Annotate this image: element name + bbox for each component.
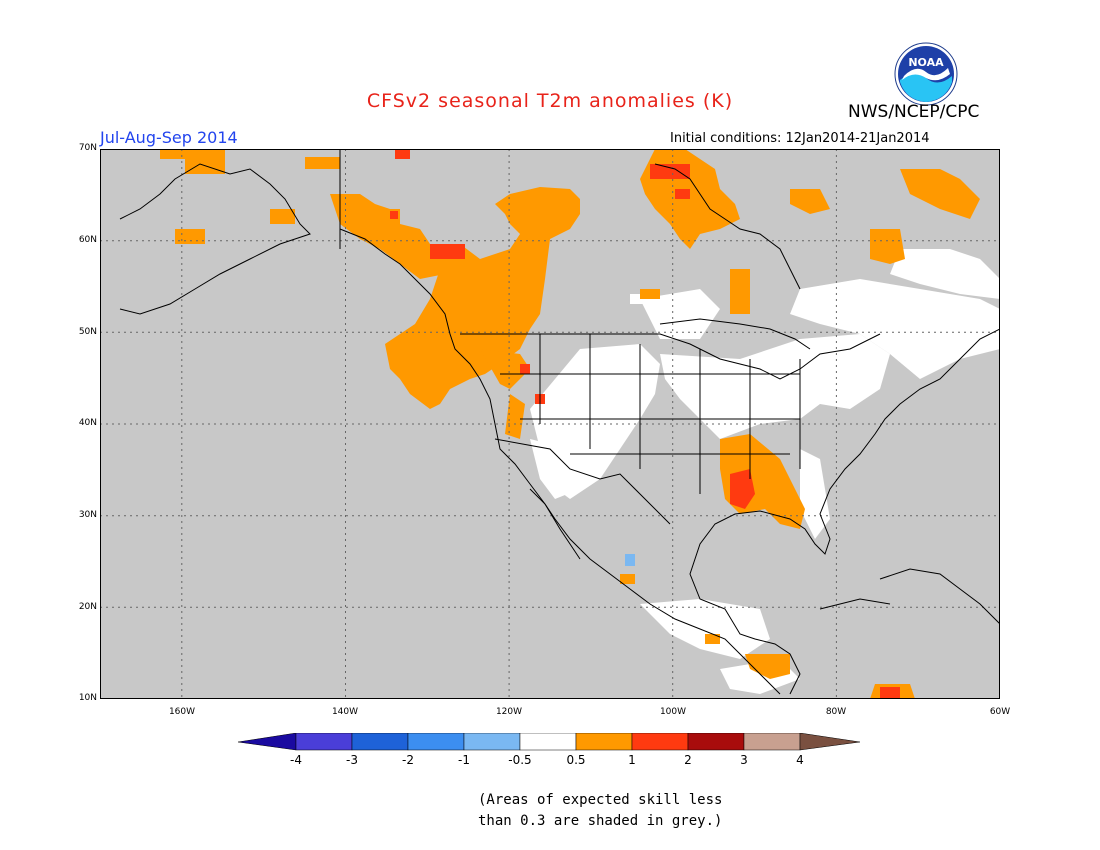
colorbar-label: 1: [628, 753, 636, 767]
chart-title: CFSv2 seasonal T2m anomalies (K): [366, 90, 734, 112]
svg-text:NOAA: NOAA: [908, 56, 944, 69]
lat-label: 70N: [78, 143, 97, 153]
lat-label: 10N: [78, 693, 97, 703]
lat-label: 60N: [78, 235, 97, 245]
colorbar-segment: [631, 733, 689, 751]
colorbar-label: -2: [402, 753, 414, 767]
lat-label: 50N: [78, 327, 97, 337]
season-label: Jul-Aug-Sep 2014: [100, 128, 238, 147]
lat-label: 20N: [78, 602, 97, 612]
footnote-line: (Areas of expected skill less: [478, 792, 723, 808]
colorbar-segment: [295, 733, 353, 751]
lon-label: 160W: [168, 707, 196, 717]
colorbar-label: 2: [684, 753, 692, 767]
colorbar-segment: [687, 733, 745, 751]
colorbar-segment: [575, 733, 633, 751]
lon-label: 140W: [331, 707, 359, 717]
colorbar-label: -4: [290, 753, 302, 767]
colorbar-label: 4: [796, 753, 804, 767]
skill-footnote: (Areas of expected skill less than 0.3 a…: [478, 790, 722, 832]
colorbar-segment: [407, 733, 465, 751]
lon-label: 120W: [495, 707, 523, 717]
colorbar-label: -1: [458, 753, 470, 767]
noaa-logo-icon: NOAA: [894, 42, 958, 106]
agency-label: NWS/NCEP/CPC: [848, 102, 980, 122]
colorbar-label: 3: [740, 753, 748, 767]
initial-conditions-label: Initial conditions: 12Jan2014-21Jan2014: [670, 131, 930, 146]
colorbar-segment: [743, 733, 801, 751]
colorbar-label: -3: [346, 753, 358, 767]
graticule: [100, 149, 1000, 699]
colorbar-label: -0.5: [508, 753, 532, 767]
colorbar-label: 0.5: [566, 753, 586, 767]
colorbar-segment: [463, 733, 521, 751]
colorbar-segment: [351, 733, 409, 751]
borders: [339, 149, 881, 525]
lon-label: 100W: [659, 707, 687, 717]
colorbar-segment: [238, 733, 297, 751]
lat-label: 30N: [78, 510, 97, 520]
colorbar-segment: [799, 733, 861, 751]
cool-anomaly-spot: [625, 554, 635, 566]
anomaly-map: [100, 149, 1000, 699]
colorbar-segment: [519, 733, 577, 751]
lat-label: 40N: [78, 418, 97, 428]
warm-anomaly-regions: [160, 149, 980, 699]
footnote-line: than 0.3 are shaded in grey.): [478, 813, 723, 829]
lon-label: 80W: [825, 707, 847, 717]
colorbar: [238, 733, 861, 751]
coastlines: [119, 163, 1000, 695]
lon-label: 60W: [989, 707, 1011, 717]
